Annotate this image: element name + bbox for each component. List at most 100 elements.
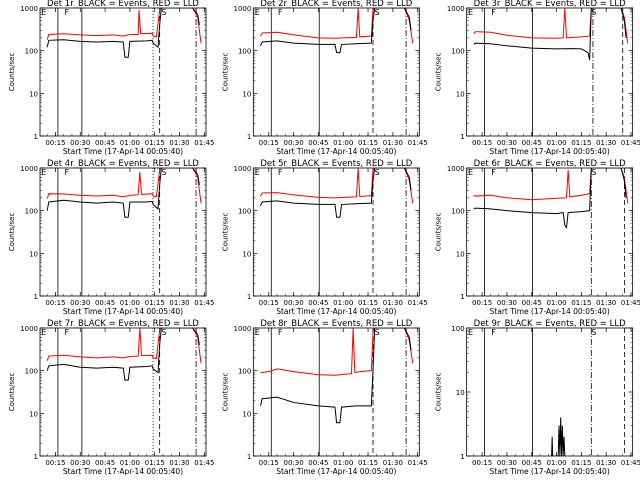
y-axis-label: Counts/sec bbox=[221, 213, 229, 252]
series-line-events bbox=[260, 8, 412, 54]
y-tick-label: 1 bbox=[460, 453, 464, 461]
x-tick-label: 00:30 bbox=[497, 139, 517, 147]
detector-panel-8: Det 8r_BLACK = Events, RED = LLD 1 10 100 10… bbox=[221, 319, 427, 476]
detector-panel-6: Det 6r_BLACK = Events, RED = LLD 1 10 100 10… bbox=[435, 159, 640, 316]
y-tick-label: 100 bbox=[451, 48, 464, 56]
plot-frame bbox=[466, 327, 634, 457]
x-tick-label: 01:30 bbox=[383, 459, 403, 467]
y-tick-label: 10 bbox=[29, 410, 38, 418]
x-tick-label: 01:15 bbox=[145, 299, 165, 307]
series-line-lld bbox=[46, 168, 202, 204]
y-tick-label: 1000 bbox=[234, 325, 252, 333]
plot-frame bbox=[39, 327, 207, 457]
detector-panel-1: Det 1r_BLACK = Events, RED = LLD 1 10 100 10… bbox=[8, 0, 214, 156]
x-tick-label: 01:30 bbox=[383, 139, 403, 147]
x-tick-label: 01:30 bbox=[383, 299, 403, 307]
y-tick-label: 100 bbox=[25, 208, 38, 216]
y-axis-label: Counts/sec bbox=[221, 53, 229, 92]
x-tick-label: 01:45 bbox=[621, 299, 640, 307]
detector-panel-2: Det 2r_BLACK = Events, RED = LLD 1 10 100 10… bbox=[221, 0, 427, 156]
x-tick-label: 01:15 bbox=[571, 139, 591, 147]
x-tick-label: 01:30 bbox=[169, 299, 189, 307]
panel-title: Det 7r_BLACK = Events, RED = LLD bbox=[47, 319, 199, 329]
plot-frame bbox=[39, 7, 207, 137]
y-axis-label: Counts/sec bbox=[8, 213, 16, 252]
series-line-lld bbox=[473, 8, 629, 44]
y-tick-label: 1 bbox=[34, 453, 38, 461]
x-tick-label: 01:30 bbox=[596, 459, 616, 467]
x-axis-label: Start Time (17-Apr-14 00:05:40) bbox=[63, 147, 183, 156]
x-axis-label: Start Time (17-Apr-14 00:05:40) bbox=[490, 307, 610, 316]
panel-title: Det 6r_BLACK = Events, RED = LLD bbox=[474, 159, 626, 169]
x-tick-label: 00:30 bbox=[70, 139, 90, 147]
y-tick-label: 1000 bbox=[234, 5, 252, 13]
event-marker-E: E bbox=[255, 8, 260, 17]
x-tick-label: 01:30 bbox=[596, 299, 616, 307]
y-tick-label: 1000 bbox=[447, 165, 465, 173]
detector-panel-5: Det 5r_BLACK = Events, RED = LLD 1 10 100 10… bbox=[221, 159, 427, 316]
y-axis-label: Counts/sec bbox=[221, 373, 229, 412]
x-tick-label: 01:15 bbox=[358, 299, 378, 307]
event-marker-E: E bbox=[41, 168, 46, 177]
x-axis-label: Start Time (17-Apr-14 00:05:40) bbox=[276, 467, 396, 476]
y-tick-label: 1 bbox=[34, 133, 38, 141]
x-tick-label: 00:45 bbox=[308, 459, 328, 467]
x-tick-label: 01:00 bbox=[546, 299, 566, 307]
x-tick-label: 01:00 bbox=[120, 139, 140, 147]
panel-title: Det 5r_BLACK = Events, RED = LLD bbox=[260, 159, 412, 169]
x-tick-label: 01:45 bbox=[194, 299, 214, 307]
y-tick-label: 100 bbox=[25, 48, 38, 56]
y-tick-label: 1000 bbox=[20, 325, 38, 333]
detector-panel-3: Det 3r_BLACK = Events, RED = LLD 1 10 100 10… bbox=[435, 0, 640, 156]
detector-panel-9: Det 9r_BLACK = Events, RED = LLD 1 10 100 00… bbox=[435, 319, 640, 476]
event-marker-S: S bbox=[161, 168, 166, 177]
x-axis-label: Start Time (17-Apr-14 00:05:40) bbox=[276, 147, 396, 156]
event-marker-S: S bbox=[375, 8, 380, 17]
x-tick-label: 01:00 bbox=[546, 459, 566, 467]
series-line-lld bbox=[260, 168, 414, 204]
event-marker-S: S bbox=[591, 8, 596, 17]
event-marker-S: S bbox=[375, 328, 380, 337]
panel-title: Det 1r_BLACK = Events, RED = LLD bbox=[47, 0, 199, 9]
x-tick-label: 00:30 bbox=[283, 299, 303, 307]
event-marker-E: E bbox=[468, 168, 473, 177]
series-line-lld bbox=[46, 8, 202, 44]
x-tick-label: 01:45 bbox=[408, 299, 428, 307]
plot-frame bbox=[466, 167, 634, 297]
x-tick-label: 01:00 bbox=[120, 459, 140, 467]
y-tick-label: 100 bbox=[238, 368, 251, 376]
event-marker-F: F bbox=[278, 168, 283, 177]
y-tick-label: 10 bbox=[29, 250, 38, 258]
x-tick-label: 00:15 bbox=[472, 459, 492, 467]
x-tick-label: 00:30 bbox=[70, 459, 90, 467]
x-tick-label: 00:30 bbox=[497, 459, 517, 467]
y-tick-label: 1000 bbox=[20, 5, 38, 13]
y-tick-label: 1 bbox=[34, 293, 38, 301]
event-marker-F: F bbox=[491, 8, 496, 17]
series-line-lld bbox=[473, 168, 629, 204]
event-marker-E: E bbox=[255, 168, 260, 177]
series-line-events bbox=[260, 168, 412, 218]
x-tick-label: 00:45 bbox=[522, 299, 542, 307]
y-tick-label: 100 bbox=[25, 368, 38, 376]
y-tick-label: 100 bbox=[451, 208, 464, 216]
y-tick-label: 10 bbox=[242, 250, 251, 258]
panel-title: Det 8r_BLACK = Events, RED = LLD bbox=[260, 319, 412, 329]
event-marker-E: E bbox=[255, 328, 260, 337]
event-marker-S: S bbox=[161, 8, 166, 17]
x-tick-label: 00:45 bbox=[308, 299, 328, 307]
panel-title: Det 4r_BLACK = Events, RED = LLD bbox=[47, 159, 199, 169]
x-tick-label: 00:15 bbox=[45, 139, 65, 147]
x-tick-label: 00:15 bbox=[259, 459, 279, 467]
x-tick-label: 00:15 bbox=[45, 459, 65, 467]
panel-title: Det 3r_BLACK = Events, RED = LLD bbox=[474, 0, 626, 9]
y-tick-label: 1 bbox=[247, 453, 251, 461]
y-tick-label: 1000 bbox=[20, 165, 38, 173]
y-tick-label: 100 bbox=[451, 325, 464, 333]
x-tick-label: 00:45 bbox=[95, 139, 115, 147]
x-axis-label: Start Time (17-Apr-14 00:05:40) bbox=[490, 147, 610, 156]
x-tick-label: 01:45 bbox=[408, 459, 428, 467]
event-marker-F: F bbox=[65, 168, 70, 177]
x-tick-label: 01:45 bbox=[194, 459, 214, 467]
x-tick-label: 01:15 bbox=[145, 139, 165, 147]
